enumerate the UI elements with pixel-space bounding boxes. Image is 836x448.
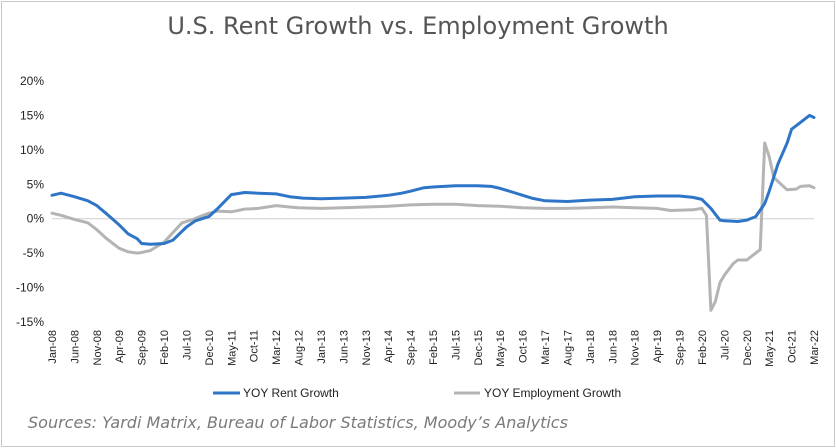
chart-title: U.S. Rent Growth vs. Employment Growth <box>167 12 669 40</box>
x-tick-label: May-21 <box>764 330 776 367</box>
x-axis: Jan-08 Jun-08 Nov-08 Apr-09 Sep-09 Feb-10 Jul-… <box>47 330 821 367</box>
x-tick-label: Dec-20 <box>742 330 754 365</box>
x-tick-label: Dec-10 <box>204 330 216 365</box>
x-tick-label: Sep-19 <box>675 330 687 365</box>
x-tick-label: Oct-21 <box>787 330 799 363</box>
legend-label: YOY Rent Growth <box>243 386 339 400</box>
x-tick-label: Feb-15 <box>428 330 440 365</box>
x-tick-label: Jun-18 <box>607 330 619 364</box>
legend-label: YOY Employment Growth <box>484 386 621 400</box>
y-tick-label: -15% <box>16 315 44 329</box>
y-tick-label: 0% <box>27 212 45 226</box>
x-tick-label: Nov-13 <box>361 330 373 365</box>
x-tick-label: Mar-22 <box>809 330 821 365</box>
y-tick-label: 15% <box>20 108 44 122</box>
x-tick-label: Sep-14 <box>406 330 418 365</box>
x-tick-label: Mar-12 <box>271 330 283 365</box>
x-tick-label: Jan-13 <box>316 330 328 364</box>
x-tick-label: Feb-20 <box>697 330 709 365</box>
y-tick-label: 20% <box>20 74 44 88</box>
x-tick-label: Jul-20 <box>719 330 731 360</box>
x-tick-label: Dec-15 <box>473 330 485 365</box>
y-tick-label: -10% <box>16 281 44 295</box>
x-tick-label: Oct-11 <box>249 330 261 362</box>
x-tick-label: Nov-08 <box>92 330 104 365</box>
x-tick-label: Jul-15 <box>450 330 462 360</box>
source-note: Sources: Yardi Matrix, Bureau of Labor S… <box>28 413 568 432</box>
y-tick-label: 10% <box>20 143 44 157</box>
series-line-employment-growth <box>50 141 816 312</box>
series-lines <box>50 113 816 312</box>
x-tick-label: May-11 <box>226 330 238 366</box>
x-tick-label: Jan-08 <box>47 330 59 364</box>
x-tick-label: Jun-13 <box>338 330 350 364</box>
x-tick-label: Apr-14 <box>383 330 395 363</box>
series-line-rent-growth <box>50 113 816 246</box>
y-tick-label: -5% <box>23 246 45 260</box>
x-tick-label: Apr-09 <box>114 330 126 363</box>
x-tick-label: Nov-18 <box>630 330 642 365</box>
x-tick-label: Aug-12 <box>294 330 306 365</box>
x-tick-label: Jul-10 <box>181 330 193 360</box>
legend: YOY Rent Growth YOY Employment Growth <box>213 386 621 400</box>
x-tick-label: May-16 <box>495 330 507 367</box>
x-tick-label: Feb-10 <box>159 330 171 365</box>
x-tick-label: Jan-18 <box>585 330 597 364</box>
x-tick-label: Sep-09 <box>137 330 149 365</box>
x-tick-label: Oct-16 <box>518 330 530 363</box>
y-axis: 20% 15% 10% 5% 0% -5% -10% -15% <box>16 74 44 329</box>
x-tick-label: Apr-19 <box>652 330 664 363</box>
x-tick-label: Aug-17 <box>562 330 574 365</box>
x-tick-label: Mar-17 <box>540 330 552 365</box>
y-tick-label: 5% <box>27 177 45 191</box>
x-tick-label: Jun-08 <box>69 330 81 364</box>
